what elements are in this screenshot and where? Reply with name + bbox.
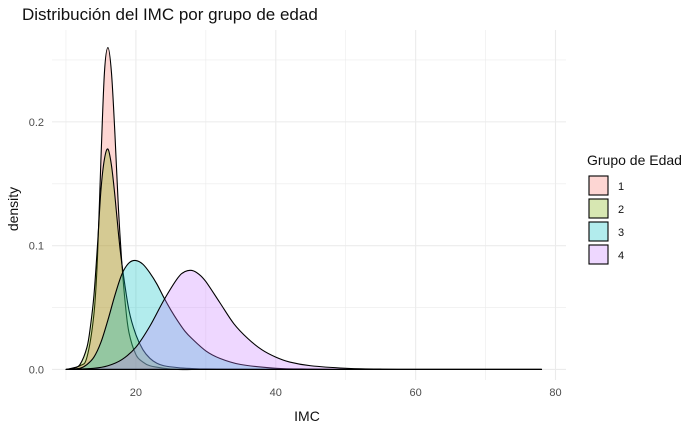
x-tick-label: 60	[410, 387, 422, 399]
x-tick-label: 80	[549, 387, 561, 399]
legend-title: Grupo de Edad	[587, 152, 682, 168]
legend: Grupo de Edad 1 2 3 4	[587, 152, 682, 265]
x-tick-label: 40	[270, 387, 282, 399]
x-axis-title: IMC	[294, 408, 320, 424]
density-areas	[65, 47, 543, 371]
legend-key-group-4	[588, 244, 609, 265]
density-area-group-4	[65, 269, 543, 371]
legend-key-bg	[588, 244, 609, 265]
axis-ticks: 20 40 60 80 0.0 0.1 0.2	[29, 117, 562, 399]
legend-key-bg	[588, 198, 609, 219]
legend-label-group-3: 3	[618, 227, 624, 239]
legend-key-group-1	[588, 175, 609, 196]
legend-key-group-2	[588, 198, 609, 219]
legend-label-group-4: 4	[618, 250, 624, 262]
chart-title: Distribución del IMC por grupo de edad	[22, 5, 318, 24]
legend-label-group-2: 2	[618, 204, 624, 216]
y-tick-label: 0.0	[29, 364, 44, 376]
legend-key-group-3	[588, 221, 609, 242]
y-axis-title: density	[5, 187, 21, 231]
legend-key-bg	[588, 221, 609, 242]
y-tick-label: 0.1	[29, 241, 44, 253]
legend-key-bg	[588, 175, 609, 196]
legend-label-group-1: 1	[618, 181, 624, 193]
y-tick-label: 0.2	[29, 117, 44, 129]
x-tick-label: 20	[130, 387, 142, 399]
